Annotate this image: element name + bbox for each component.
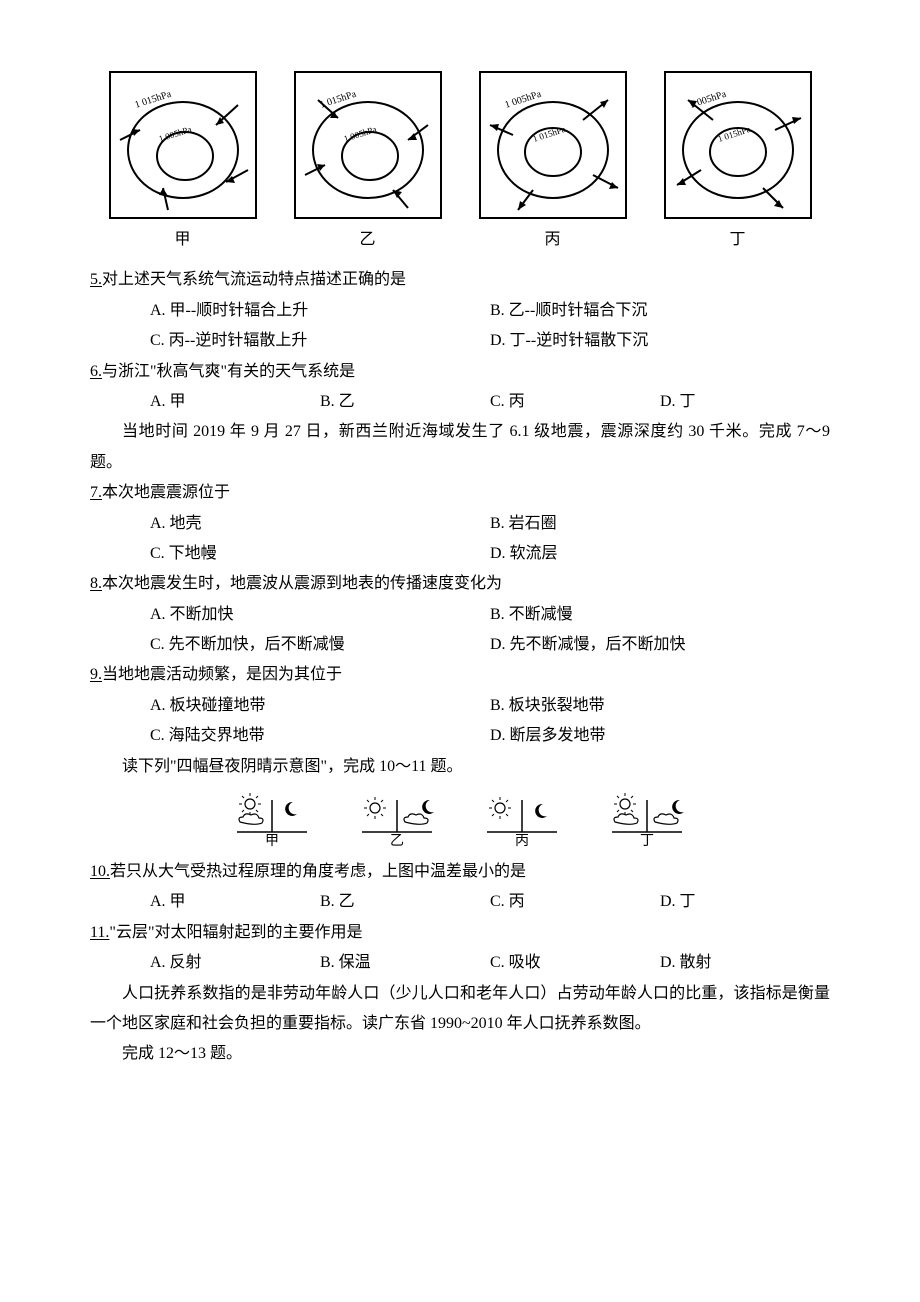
pressure-label-bing: 丙 (478, 225, 628, 255)
q5-stem: 5.对上述天气系统气流运动特点描述正确的是 (90, 265, 830, 295)
q6-optC: C. 丙 (490, 387, 660, 417)
q8-num: 8. (90, 575, 102, 592)
pressure-diagram-yi: 1 015hPa 1 005hPa (293, 70, 443, 220)
q5-text: 对上述天气系统气流运动特点描述正确的是 (102, 271, 406, 288)
q10-text: 若只从大气受热过程原理的角度考虑，上图中温差最小的是 (110, 863, 526, 880)
q11-optC: C. 吸收 (490, 948, 660, 978)
q5-optC: C. 丙--逆时针辐散上升 (150, 326, 490, 356)
q5-options-row1: A. 甲--顺时针辐合上升 B. 乙--顺时针辐合下沉 (90, 296, 830, 326)
cloud-diagram-row: 甲 乙 丙 (90, 792, 830, 847)
q11-optA: A. 反射 (150, 948, 320, 978)
q6-num: 6. (90, 363, 102, 380)
q6-stem: 6.与浙江"秋高气爽"有关的天气系统是 (90, 357, 830, 387)
q6-optA: A. 甲 (150, 387, 320, 417)
q8-text: 本次地震发生时，地震波从震源到地表的传播速度变化为 (102, 575, 502, 592)
q9-num: 9. (90, 666, 102, 683)
cloud-diagram-bing: 丙 (475, 792, 570, 847)
q9-text: 当地地震活动频繁，是因为其位于 (102, 666, 342, 683)
q8-options-row1: A. 不断加快 B. 不断减慢 (90, 600, 830, 630)
pressure-label-jia: 甲 (108, 225, 258, 255)
q5-optA: A. 甲--顺时针辐合上升 (150, 296, 490, 326)
intro-12-13-p1: 人口抚养系数指的是非劳动年龄人口（少儿人口和老年人口）占劳动年龄人口的比重，该指… (90, 979, 830, 1040)
q7-optB: B. 岩石圈 (490, 509, 830, 539)
q7-num: 7. (90, 484, 102, 501)
intro-12-13-p2: 完成 12～13 题。 (90, 1039, 830, 1069)
q10-optD: D. 丁 (660, 887, 830, 917)
q5-optD: D. 丁--逆时针辐散下沉 (490, 326, 830, 356)
cloud-diagram-ding: 丁 (600, 792, 695, 847)
pressure-diagram-bing: 1 005hPa 1 015hPa (478, 70, 628, 220)
q5-num: 5. (90, 271, 102, 288)
q11-optB: B. 保温 (320, 948, 490, 978)
cloud-diagram-jia: 甲 (225, 792, 320, 847)
q7-text: 本次地震震源位于 (102, 484, 230, 501)
pressure-label-ding: 丁 (663, 225, 813, 255)
q10-num: 10. (90, 863, 110, 880)
q7-stem: 7.本次地震震源位于 (90, 478, 830, 508)
q6-optB: B. 乙 (320, 387, 490, 417)
intro-10-11: 读下列"四幅昼夜阴晴示意图"，完成 10～11 题。 (90, 752, 830, 782)
q7-options-row2: C. 下地幔 D. 软流层 (90, 539, 830, 569)
q8-optC: C. 先不断加快，后不断减慢 (150, 630, 490, 660)
svg-text:丁: 丁 (640, 834, 654, 847)
q7-optC: C. 下地幔 (150, 539, 490, 569)
q10-stem: 10.若只从大气受热过程原理的角度考虑，上图中温差最小的是 (90, 857, 830, 887)
pressure-diagram-ding: 1 005hPa 1 015hPa (663, 70, 813, 220)
q6-optD: D. 丁 (660, 387, 830, 417)
q8-optD: D. 先不断减慢，后不断加快 (490, 630, 830, 660)
q6-options: A. 甲 B. 乙 C. 丙 D. 丁 (90, 387, 830, 417)
q10-optB: B. 乙 (320, 887, 490, 917)
intro-7-9: 当地时间 2019 年 9 月 27 日，新西兰附近海域发生了 6.1 级地震，… (90, 417, 830, 478)
q11-optD: D. 散射 (660, 948, 830, 978)
q8-optB: B. 不断减慢 (490, 600, 830, 630)
q11-stem: 11."云层"对太阳辐射起到的主要作用是 (90, 918, 830, 948)
pressure-diagram-row: 1 015hPa 1 005hPa 1 015hPa 1 005hPa (90, 70, 830, 220)
q11-options: A. 反射 B. 保温 C. 吸收 D. 散射 (90, 948, 830, 978)
svg-text:甲: 甲 (265, 834, 279, 847)
q8-optA: A. 不断加快 (150, 600, 490, 630)
q8-options-row2: C. 先不断加快，后不断减慢 D. 先不断减慢，后不断加快 (90, 630, 830, 660)
cloud-diagram-yi: 乙 (350, 792, 445, 847)
q10-options: A. 甲 B. 乙 C. 丙 D. 丁 (90, 887, 830, 917)
q9-options-row1: A. 板块碰撞地带 B. 板块张裂地带 (90, 691, 830, 721)
q9-stem: 9.当地地震活动频繁，是因为其位于 (90, 660, 830, 690)
q5-optB: B. 乙--顺时针辐合下沉 (490, 296, 830, 326)
q9-optD: D. 断层多发地带 (490, 721, 830, 751)
q7-optA: A. 地壳 (150, 509, 490, 539)
q6-text: 与浙江"秋高气爽"有关的天气系统是 (102, 363, 355, 380)
svg-text:乙: 乙 (390, 833, 404, 847)
q9-optC: C. 海陆交界地带 (150, 721, 490, 751)
q11-num: 11. (90, 924, 109, 941)
q9-optB: B. 板块张裂地带 (490, 691, 830, 721)
svg-text:丙: 丙 (515, 834, 529, 847)
q8-stem: 8.本次地震发生时，地震波从震源到地表的传播速度变化为 (90, 569, 830, 599)
q10-optC: C. 丙 (490, 887, 660, 917)
q7-options-row1: A. 地壳 B. 岩石圈 (90, 509, 830, 539)
pressure-diagram-labels: 甲 乙 丙 丁 (90, 225, 830, 255)
q10-optA: A. 甲 (150, 887, 320, 917)
q7-optD: D. 软流层 (490, 539, 830, 569)
q5-options-row2: C. 丙--逆时针辐散上升 D. 丁--逆时针辐散下沉 (90, 326, 830, 356)
q11-text: "云层"对太阳辐射起到的主要作用是 (109, 924, 362, 941)
q9-optA: A. 板块碰撞地带 (150, 691, 490, 721)
q9-options-row2: C. 海陆交界地带 D. 断层多发地带 (90, 721, 830, 751)
pressure-diagram-jia: 1 015hPa 1 005hPa (108, 70, 258, 220)
pressure-label-yi: 乙 (293, 225, 443, 255)
